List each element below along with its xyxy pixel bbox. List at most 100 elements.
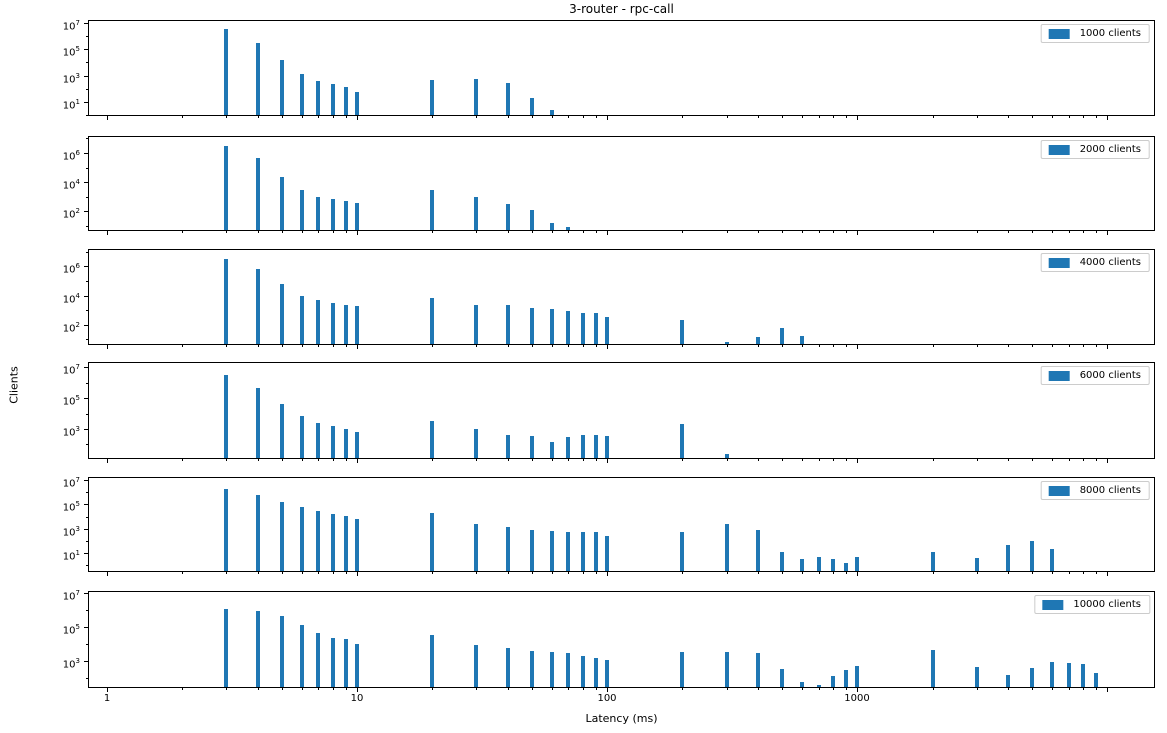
y-minor-tick — [86, 339, 88, 340]
bar — [224, 608, 228, 687]
bar — [344, 516, 348, 571]
y-tick — [84, 153, 88, 154]
x-minor-tick — [333, 572, 334, 574]
y-tick-label: 103 — [62, 425, 80, 439]
bar — [430, 80, 434, 115]
bar — [506, 203, 510, 230]
y-tick-label: 103 — [62, 72, 80, 86]
bar — [506, 83, 510, 115]
x-minor-tick — [1008, 116, 1009, 118]
x-minor-tick — [258, 459, 259, 461]
x-minor-tick — [346, 688, 347, 690]
bar — [316, 422, 320, 458]
x-minor-tick — [1069, 231, 1070, 233]
legend-swatch — [1042, 599, 1064, 610]
x-minor-tick — [1069, 345, 1070, 347]
x-minor-tick — [432, 116, 433, 118]
bar — [331, 514, 335, 571]
x-minor-tick — [508, 345, 509, 347]
x-minor-tick — [977, 688, 978, 690]
x-minor-tick — [727, 345, 728, 347]
x-minor-tick — [476, 572, 477, 574]
bar — [594, 313, 598, 344]
chart-title: 3-router - rpc-call — [569, 2, 674, 16]
bar — [316, 510, 320, 571]
x-minor-tick — [802, 572, 803, 574]
bar — [316, 632, 320, 687]
x-minor-tick — [977, 459, 978, 461]
bar — [1050, 549, 1054, 571]
x-minor-tick — [1008, 231, 1009, 233]
x-minor-tick — [1008, 345, 1009, 347]
x-minor-tick — [1096, 345, 1097, 347]
bar — [725, 523, 729, 571]
x-minor-tick — [802, 231, 803, 233]
x-minor-tick — [552, 572, 553, 574]
bar — [344, 638, 348, 687]
x-tick — [1107, 572, 1108, 576]
x-minor-tick — [819, 345, 820, 347]
x-minor-tick — [977, 572, 978, 574]
x-tick-label: 100 — [597, 693, 617, 704]
bar — [224, 489, 228, 571]
bar — [844, 562, 848, 571]
x-minor-tick — [346, 345, 347, 347]
x-minor-tick — [432, 345, 433, 347]
x-minor-tick — [1083, 116, 1084, 118]
bar — [430, 512, 434, 571]
y-tick-label: 105 — [62, 623, 80, 637]
x-minor-tick — [552, 116, 553, 118]
bar — [344, 201, 348, 230]
legend-swatch — [1048, 485, 1070, 496]
bar — [506, 526, 510, 571]
x-minor-tick — [583, 459, 584, 461]
bar — [344, 304, 348, 344]
bar — [474, 523, 478, 571]
x-minor-tick — [282, 231, 283, 233]
y-tick-label: 104 — [62, 178, 80, 192]
bar — [474, 644, 478, 687]
x-minor-tick — [819, 688, 820, 690]
x-minor-tick — [682, 688, 683, 690]
x-minor-tick — [568, 345, 569, 347]
x-minor-tick — [833, 116, 834, 118]
bar — [224, 375, 228, 458]
x-minor-tick — [758, 231, 759, 233]
bar — [566, 652, 570, 687]
x-minor-tick — [282, 116, 283, 118]
bar — [474, 196, 478, 230]
x-minor-tick — [258, 688, 259, 690]
x-minor-tick — [819, 572, 820, 574]
y-tick-label: 101 — [62, 98, 80, 112]
plot-area — [88, 362, 1155, 459]
x-minor-tick — [532, 572, 533, 574]
x-minor-tick — [1052, 459, 1053, 461]
x-minor-tick — [182, 688, 183, 690]
bar — [581, 313, 585, 344]
legend-label: 10000 clients — [1073, 599, 1141, 610]
bar — [780, 552, 784, 571]
x-minor-tick — [833, 459, 834, 461]
bar — [224, 259, 228, 344]
legend: 6000 clients — [1040, 366, 1150, 385]
x-minor-tick — [583, 116, 584, 118]
x-minor-tick — [226, 459, 227, 461]
x-minor-tick — [568, 231, 569, 233]
bar — [550, 110, 554, 115]
bar — [605, 659, 609, 687]
x-minor-tick — [318, 116, 319, 118]
bar — [831, 559, 835, 571]
y-tick — [84, 266, 88, 267]
x-minor-tick — [346, 116, 347, 118]
y-minor-tick — [86, 281, 88, 282]
y-minor-tick — [86, 89, 88, 90]
bar — [831, 676, 835, 687]
x-minor-tick — [1032, 459, 1033, 461]
bar — [300, 625, 304, 687]
x-minor-tick — [258, 231, 259, 233]
y-tick-label: 107 — [62, 476, 80, 490]
bar — [530, 307, 534, 344]
y-tick-label: 105 — [62, 500, 80, 514]
x-tick — [607, 345, 608, 349]
x-tick-label: 1000 — [844, 693, 870, 704]
